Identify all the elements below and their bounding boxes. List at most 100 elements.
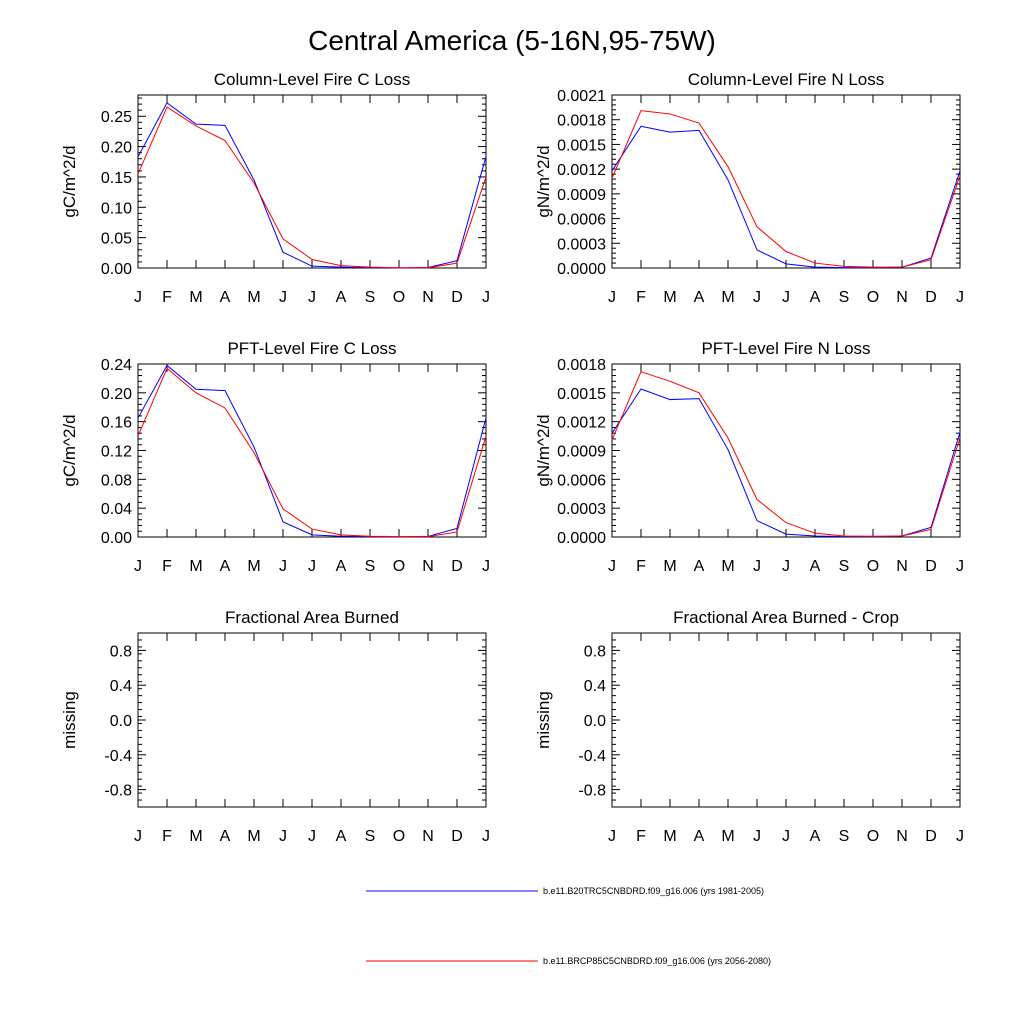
x-tick-label: N [422,828,434,845]
x-tick-label: J [279,828,287,845]
plot-frame [137,363,487,538]
x-tick-label: J [482,828,490,845]
x-tick-label: A [694,828,705,845]
x-tick-label: J [753,289,761,306]
x-tick-label: D [451,828,463,845]
y-axis-label: gC/m^2/d [60,145,79,217]
x-tick-label: M [247,558,260,575]
series-line [137,102,487,269]
y-tick-label: 0.0012 [557,162,606,179]
x-tick-label: A [810,289,821,306]
y-tick-label: 0.25 [101,109,132,126]
y-tick-label: 0.0012 [557,415,606,432]
y-tick-label: 0.0009 [557,187,606,204]
plot-frame [611,94,961,269]
y-tick-label: 0.0003 [557,501,606,518]
panel-title: PFT-Level Fire C Loss [227,339,396,358]
y-tick-label: 0.15 [101,170,132,187]
x-tick-label: M [189,558,202,575]
x-tick-label: F [162,558,172,575]
y-tick-label: 0.04 [101,501,132,518]
y-tick-label: 0.0003 [557,236,606,253]
x-tick-label: D [451,289,463,306]
x-tick-label: S [365,828,376,845]
y-axis-label: gN/m^2/d [534,145,553,217]
panel-title: Fractional Area Burned [225,608,399,627]
x-tick-label: A [694,289,705,306]
x-tick-label: J [782,289,790,306]
x-tick-label: J [753,828,761,845]
legend: b.e11.B20TRC5CNBDRD.f09_g16.006 (yrs 198… [366,886,771,966]
x-tick-label: J [782,558,790,575]
y-tick-label: 0.0018 [557,113,606,130]
x-tick-label: N [896,558,908,575]
x-tick-label: O [393,289,405,306]
y-axis-label: gC/m^2/d [60,414,79,486]
x-tick-label: A [336,558,347,575]
x-tick-label: J [753,558,761,575]
x-tick-label: F [636,828,646,845]
y-tick-label: 0.4 [584,678,606,695]
panel-title: PFT-Level Fire N Loss [701,339,870,358]
x-tick-label: J [482,289,490,306]
plot-frame [611,632,961,808]
panel-title: Fractional Area Burned - Crop [673,608,899,627]
figure-title: Central America (5-16N,95-75W) [308,25,716,56]
y-tick-label: 0.8 [110,643,132,660]
x-tick-label: M [721,828,734,845]
x-tick-label: M [189,828,202,845]
y-tick-label: 0.4 [110,678,132,695]
x-tick-label: J [608,289,616,306]
x-tick-label: A [220,289,231,306]
y-tick-label: 0.0021 [557,88,606,105]
y-tick-label: 0.20 [101,140,132,157]
x-tick-label: J [608,558,616,575]
x-tick-label: M [721,558,734,575]
y-tick-label: 0.24 [101,357,132,374]
y-tick-label: 0.08 [101,472,132,489]
x-tick-label: A [810,558,821,575]
x-tick-label: J [134,289,142,306]
x-tick-label: F [162,828,172,845]
y-axis-label: gN/m^2/d [534,414,553,486]
x-tick-label: M [663,289,676,306]
x-tick-label: D [925,289,937,306]
x-tick-label: M [663,828,676,845]
x-tick-label: J [608,828,616,845]
plot-frame [137,94,487,269]
x-tick-label: J [482,558,490,575]
y-tick-label: 0.0000 [557,530,606,547]
x-tick-label: A [336,828,347,845]
series-line [611,388,961,538]
y-tick-label: 0.0018 [557,357,606,374]
y-tick-label: 0.00 [101,530,132,547]
y-tick-label: 0.0006 [557,212,606,229]
series-line [137,106,487,269]
x-tick-label: O [867,828,879,845]
x-tick-label: S [365,289,376,306]
x-tick-label: M [247,828,260,845]
x-tick-label: F [636,558,646,575]
series-line [137,367,487,538]
y-tick-label: -0.4 [104,748,132,765]
x-tick-label: D [925,828,937,845]
x-tick-label: O [393,558,405,575]
y-tick-label: 0.0009 [557,444,606,461]
x-tick-label: M [189,289,202,306]
x-tick-label: O [393,828,405,845]
panel-title: Column-Level Fire N Loss [688,70,885,89]
x-tick-label: S [839,558,850,575]
x-tick-label: O [867,289,879,306]
y-axis-label: missing [60,691,79,749]
x-tick-label: A [336,289,347,306]
y-tick-label: 0.0015 [557,386,606,403]
legend-label-historical: b.e11.B20TRC5CNBDRD.f09_g16.006 (yrs 198… [543,886,764,896]
series-line [611,371,961,537]
y-tick-label: 0.20 [101,386,132,403]
x-tick-label: M [663,558,676,575]
x-tick-label: S [365,558,376,575]
